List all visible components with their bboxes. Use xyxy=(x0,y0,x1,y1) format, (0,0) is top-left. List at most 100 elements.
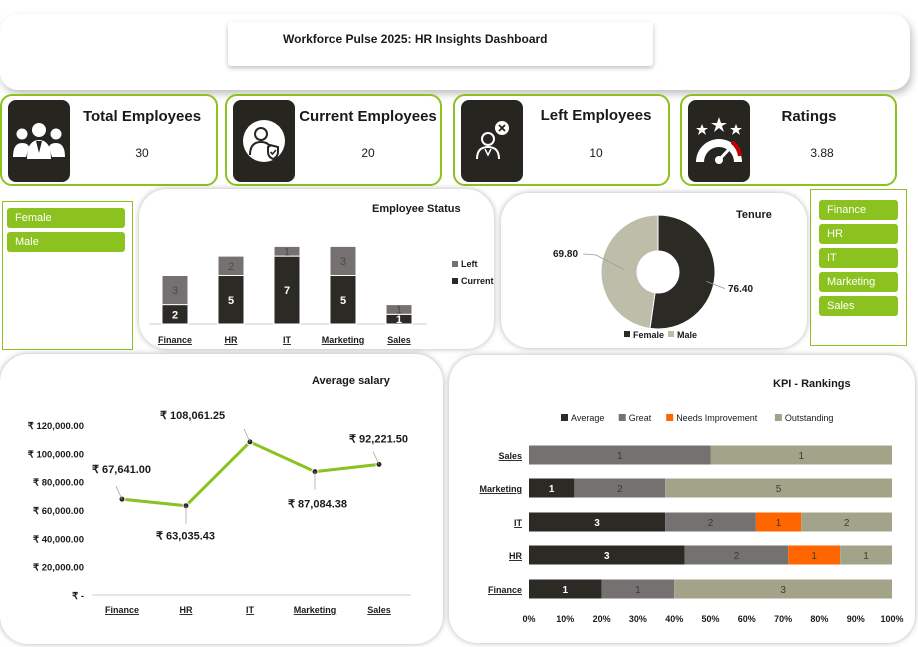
leader-line xyxy=(243,428,251,443)
data-label: 3 xyxy=(172,285,178,297)
data-point xyxy=(246,438,254,446)
category-label: Marketing xyxy=(479,484,522,494)
slicer-item-female[interactable]: Female xyxy=(7,208,125,228)
x-tick-label: 70% xyxy=(774,614,792,624)
kpi-card-current-employees: Current Employees 20 xyxy=(225,94,442,186)
bar-current xyxy=(273,255,301,325)
chart-title: KPI - Rankings xyxy=(773,378,851,390)
bar-great xyxy=(665,512,756,532)
data-label: 1 xyxy=(549,484,555,495)
legend-label: Female xyxy=(633,330,664,340)
bar-current xyxy=(329,275,357,325)
legend-swatch xyxy=(666,414,674,421)
data-label: 1 xyxy=(863,551,869,562)
page-title: Workforce Pulse 2025: HR Insights Dashbo… xyxy=(283,32,548,46)
legend-label: Outstanding xyxy=(785,413,834,423)
stars-gauge-icon xyxy=(688,100,750,182)
data-label: 3 xyxy=(594,518,600,529)
data-label: 3 xyxy=(780,585,786,596)
legend-label: Current xyxy=(461,276,494,286)
data-label: 5 xyxy=(340,295,346,307)
category-label: Finance xyxy=(488,585,522,595)
kpi-card-total-employees: Total Employees 30 xyxy=(0,94,218,186)
data-label: 1 xyxy=(776,518,782,529)
slicer-item-marketing[interactable]: Marketing xyxy=(819,272,898,292)
category-label: Sales xyxy=(367,605,391,615)
y-tick-label: ₹ 80,000.00 xyxy=(33,478,84,489)
slicer-item-finance[interactable]: Finance xyxy=(819,200,898,220)
data-label: 2 xyxy=(228,261,234,273)
y-tick-label: ₹ 40,000.00 xyxy=(33,534,84,545)
legend-swatch xyxy=(624,331,630,337)
employee-status-chart: 23Finance52HR71IT53Marketing11SalesLeftC… xyxy=(149,245,494,345)
x-tick-label: 100% xyxy=(880,614,903,624)
leader-line xyxy=(706,281,726,289)
gender-slicer: Female Male xyxy=(2,201,133,350)
data-label: 1 xyxy=(811,551,817,562)
data-label: 5 xyxy=(776,484,782,495)
data-label: ₹ 92,221.50 xyxy=(349,433,408,445)
category-label: Finance xyxy=(158,335,192,345)
bar-outstanding xyxy=(840,545,892,565)
y-tick-label: ₹ 20,000.00 xyxy=(33,563,84,574)
slice-male xyxy=(600,214,659,329)
department-slicer: Finance HR IT Marketing Sales xyxy=(810,189,907,346)
legend-swatch xyxy=(452,278,458,284)
category-label: Sales xyxy=(387,335,411,345)
data-label: 76.40 xyxy=(728,284,753,295)
bar-needs-improvement xyxy=(788,545,841,565)
average-salary-panel: Average salary ₹ - ₹ 20,000.00 ₹ 40,000.00… xyxy=(0,354,443,644)
x-tick-label: 50% xyxy=(701,614,719,624)
bar-outstanding xyxy=(674,579,892,599)
data-label: 2 xyxy=(844,518,850,529)
data-label: 1 xyxy=(563,585,569,596)
kpi-label: Current Employees xyxy=(299,108,437,125)
chart-title: Tenure xyxy=(736,209,772,221)
bar-outstanding xyxy=(801,512,892,532)
bar-left xyxy=(217,255,245,276)
data-label: 2 xyxy=(617,484,623,495)
kpi-value: 10 xyxy=(589,146,603,160)
category-label: HR xyxy=(180,605,193,615)
chart-title: Average salary xyxy=(312,375,390,387)
x-tick-label: 0% xyxy=(522,614,535,624)
leader-line xyxy=(115,486,123,500)
legend-swatch xyxy=(561,414,568,421)
slicer-item-sales[interactable]: Sales xyxy=(819,296,898,316)
data-label: 2 xyxy=(734,551,740,562)
data-label: 3 xyxy=(604,551,610,562)
bar-average xyxy=(529,545,685,565)
x-tick-label: 60% xyxy=(738,614,756,624)
kpi-card-left-employees: Left Employees 10 xyxy=(453,94,670,186)
bar-current xyxy=(217,275,245,325)
kpi-rankings-chart: Average Great Needs Improvement Outstanding… xyxy=(479,413,903,624)
bar-needs-improvement xyxy=(755,512,802,532)
legend-label: Great xyxy=(629,413,652,423)
data-label: 1 xyxy=(284,246,290,258)
x-tick-label: 10% xyxy=(556,614,574,624)
x-tick-label: 40% xyxy=(665,614,683,624)
slicer-item-hr[interactable]: HR xyxy=(819,224,898,244)
bar-left xyxy=(385,304,413,315)
data-label: 1 xyxy=(396,304,402,316)
category-label: HR xyxy=(225,335,238,345)
y-tick-label: ₹ 120,000.00 xyxy=(28,421,84,432)
slicer-item-male[interactable]: Male xyxy=(7,232,125,252)
category-label: IT xyxy=(514,518,523,528)
data-label: 1 xyxy=(798,451,804,462)
slicer-item-it[interactable]: IT xyxy=(819,248,898,268)
kpi-value: 30 xyxy=(135,146,149,160)
x-tick-label: 20% xyxy=(593,614,611,624)
category-label: IT xyxy=(246,605,255,615)
legend-swatch xyxy=(668,331,674,337)
salary-line xyxy=(121,440,380,508)
people-group-icon xyxy=(8,100,70,182)
legend-swatch xyxy=(452,261,458,267)
category-label: Marketing xyxy=(294,605,337,615)
bar-average xyxy=(529,478,575,498)
legend-swatch xyxy=(618,414,626,421)
category-label: Finance xyxy=(105,605,139,615)
tenure-chart: 76.40 69.80 Female Male xyxy=(553,214,753,340)
bar-average xyxy=(529,579,602,599)
employee-status-panel: Employee Status 2 3 Finance 5 2 HR 7 1 IT 5 3 Marke… xyxy=(139,189,494,349)
